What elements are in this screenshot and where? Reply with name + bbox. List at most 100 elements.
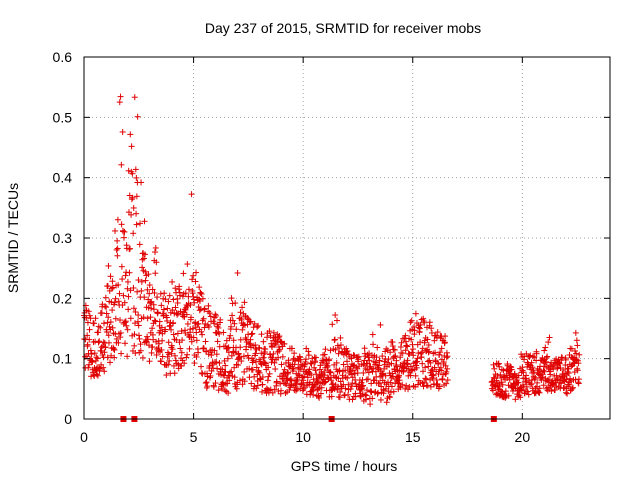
- data-point: [389, 343, 396, 350]
- data-point: [97, 324, 104, 331]
- data-point: [419, 345, 426, 352]
- data-point: [374, 390, 381, 397]
- data-point: [123, 322, 130, 329]
- data-point: [414, 355, 421, 362]
- data-point: [204, 370, 211, 377]
- data-point: [197, 289, 204, 296]
- data-point: [340, 361, 347, 368]
- data-point: [153, 351, 160, 358]
- data-point: [193, 269, 200, 276]
- data-point: [85, 361, 92, 368]
- data-point: [265, 373, 272, 380]
- data-point: [370, 341, 377, 348]
- data-point: [269, 389, 276, 396]
- data-point: [109, 324, 116, 331]
- data-point: [169, 307, 176, 314]
- y-tick-label: 0: [64, 411, 72, 427]
- data-point: [174, 311, 181, 318]
- data-point: [496, 383, 503, 390]
- data-point: [276, 347, 283, 354]
- data-point: [215, 324, 222, 331]
- data-point: [415, 350, 422, 357]
- data-point: [296, 372, 303, 379]
- data-point: [403, 382, 410, 389]
- data-point: [523, 372, 530, 379]
- data-point: [436, 383, 443, 390]
- data-point: [198, 369, 205, 376]
- data-point: [171, 352, 178, 359]
- data-point: [188, 314, 195, 321]
- data-point: [239, 304, 246, 311]
- data-point: [217, 316, 224, 323]
- data-point: [86, 326, 93, 333]
- data-point: [565, 370, 572, 377]
- data-point: [190, 293, 197, 300]
- data-point: [543, 354, 550, 361]
- data-point: [411, 327, 418, 334]
- data-point: [406, 383, 413, 390]
- data-point: [328, 393, 335, 400]
- data-point: [255, 322, 262, 329]
- data-point: [206, 362, 213, 369]
- data-point: [95, 329, 102, 336]
- data-point: [313, 371, 320, 378]
- data-point: [241, 299, 248, 306]
- data-point: [117, 317, 124, 324]
- data-point: [249, 366, 256, 373]
- data-point: [157, 290, 164, 297]
- data-point: [333, 366, 340, 373]
- data-point: [169, 346, 176, 353]
- data-point: [104, 319, 111, 326]
- data-point: [388, 360, 395, 367]
- data-point: [444, 365, 451, 372]
- data-point: [373, 354, 380, 361]
- data-point: [122, 318, 129, 325]
- data-point: [402, 338, 409, 345]
- data-point: [271, 359, 278, 366]
- data-point: [575, 360, 582, 367]
- y-tick-label: 0.4: [53, 170, 73, 186]
- data-point: [245, 340, 252, 347]
- data-point: [182, 290, 189, 297]
- data-point: [369, 331, 376, 338]
- data-point: [89, 358, 96, 365]
- data-point: [419, 360, 426, 367]
- data-point: [398, 339, 405, 346]
- data-point: [304, 374, 311, 381]
- data-point: [337, 389, 344, 396]
- data-point: [388, 383, 395, 390]
- data-point: [385, 388, 392, 395]
- data-point: [259, 388, 266, 395]
- data-point: [192, 278, 199, 285]
- x-tick-label: 5: [190, 429, 198, 445]
- data-point: [436, 351, 443, 358]
- data-point: [542, 344, 549, 351]
- data-point: [272, 365, 279, 372]
- data-point: [407, 319, 414, 326]
- data-point: [193, 353, 200, 360]
- data-point: [125, 293, 132, 300]
- data-point: [330, 385, 337, 392]
- data-point: [187, 326, 194, 333]
- data-point: [410, 346, 417, 353]
- data-point: [128, 196, 135, 203]
- data-point: [154, 294, 161, 301]
- data-point: [360, 369, 367, 376]
- data-point: [395, 380, 402, 387]
- data-point: [215, 387, 222, 394]
- data-point: [269, 354, 276, 361]
- data-point: [345, 391, 352, 398]
- data-point: [540, 367, 547, 374]
- data-point: [102, 294, 109, 301]
- data-point: [365, 354, 372, 361]
- data-point: [91, 350, 98, 357]
- data-point: [178, 328, 185, 335]
- data-point: [281, 340, 288, 347]
- data-point: [363, 392, 370, 399]
- data-point: [122, 319, 129, 326]
- data-point: [149, 325, 156, 332]
- data-point: [377, 321, 384, 328]
- data-point: [118, 350, 125, 357]
- data-point: [533, 350, 540, 357]
- data-point: [541, 347, 548, 354]
